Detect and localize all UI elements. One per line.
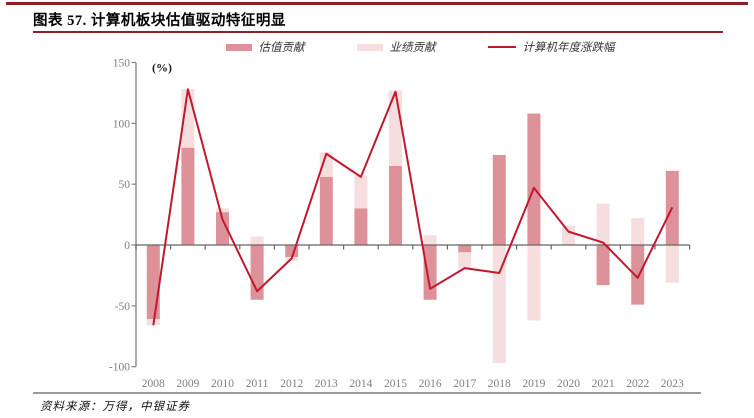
title-underline [33, 31, 723, 33]
chart-legend: 估值贡献 业绩贡献 计算机年度涨跌幅 [140, 39, 700, 55]
x-tick-label-2017: 2017 [453, 378, 476, 390]
earnings-bar-2017 [458, 252, 472, 269]
source-note: 资料来源：万得，中银证券 [40, 401, 190, 413]
price-change-line [152, 88, 674, 326]
earnings-bar-2020 [562, 225, 575, 245]
valuation-bar-2014 [354, 208, 368, 245]
price-line-swatch-icon [487, 46, 516, 48]
figure-bottom-border [33, 392, 701, 394]
y-tick-label-150: 150 [113, 57, 131, 69]
x-tick-label-2008: 2008 [142, 378, 165, 390]
earnings-bar-2016 [423, 235, 437, 245]
earnings-bar-2013 [319, 152, 333, 177]
legend-item-valuation: 估值贡献 [225, 39, 305, 55]
x-tick-label-2020: 2020 [557, 378, 580, 390]
earnings-bar-2010 [216, 208, 229, 213]
earnings-bar-2022 [631, 218, 645, 245]
legend-label-price-line: 计算机年度涨跌幅 [522, 42, 615, 54]
y-tick-label-0: 0 [124, 240, 130, 252]
valuation-bar-2010 [216, 212, 229, 245]
valuation-bar-2008 [146, 245, 160, 320]
legend-item-price-line: 计算机年度涨跌幅 [487, 39, 615, 55]
earnings-bar-2021 [596, 203, 610, 245]
x-tick-label-2012: 2012 [280, 378, 303, 390]
valuation-bar-2016 [423, 245, 437, 300]
y-tick-label-100: 100 [113, 118, 131, 130]
y-axis-unit-label: (%) [152, 60, 172, 74]
x-tick-label-2009: 2009 [176, 378, 199, 390]
x-tick-label-2018: 2018 [488, 378, 511, 390]
x-tick-label-2015: 2015 [384, 378, 407, 390]
x-tick-label-2019: 2019 [522, 378, 545, 390]
earnings-bar-2011 [250, 236, 264, 245]
x-tick-label-2013: 2013 [315, 378, 338, 390]
x-tick-label-2023: 2023 [661, 378, 684, 390]
earnings-swatch-icon [356, 43, 383, 51]
y-tick-label--100: -100 [109, 362, 130, 374]
x-tick-label-2010: 2010 [211, 378, 234, 390]
x-tick-label-2011: 2011 [246, 378, 269, 390]
x-tick-label-2021: 2021 [592, 378, 615, 390]
y-tick-label--50: -50 [115, 301, 131, 313]
x-tick-label-2016: 2016 [419, 378, 442, 390]
valuation-swatch-icon [225, 43, 252, 51]
legend-label-earnings: 业绩贡献 [389, 42, 436, 54]
valuation-bar-2019 [527, 113, 541, 245]
x-tick-label-2014: 2014 [349, 378, 372, 390]
page-top-border [6, 2, 748, 5]
valuation-bar-2017 [458, 245, 472, 253]
legend-item-earnings: 业绩贡献 [356, 39, 436, 55]
valuation-bar-2013 [319, 176, 333, 245]
earnings-bar-2018 [492, 245, 506, 364]
valuation-bar-2018 [492, 154, 506, 245]
y-tick-label-50: 50 [119, 179, 131, 191]
valuation-bar-2022 [631, 245, 645, 305]
earnings-bar-2014 [354, 175, 368, 209]
x-tick-label-2022: 2022 [626, 378, 649, 390]
valuation-bar-2015 [389, 165, 402, 245]
earnings-bar-2023 [665, 245, 679, 283]
legend-label-valuation: 估值贡献 [258, 42, 305, 54]
valuation-bar-2009 [181, 147, 195, 245]
figure-title: 图表 57. 计算机板块估值驱动特征明显 [33, 13, 286, 29]
valuation-bar-2021 [596, 245, 610, 286]
earnings-bar-2019 [527, 245, 541, 321]
